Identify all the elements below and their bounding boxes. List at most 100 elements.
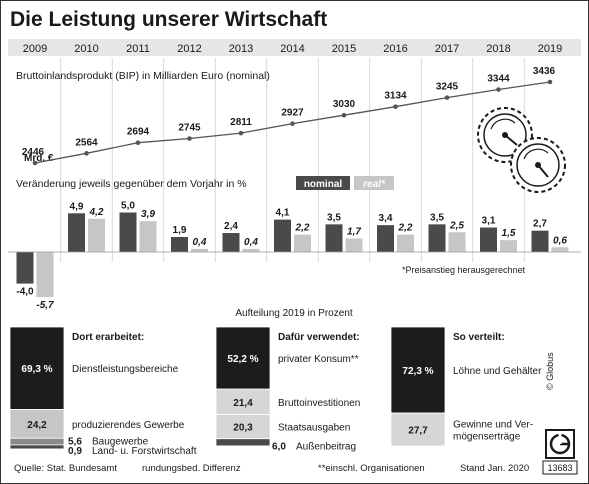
segment-0-2 xyxy=(9,437,65,446)
bar-nominal-2018 xyxy=(480,227,497,252)
globus-logo xyxy=(545,429,575,459)
segment-label-2-1-0: Gewinne und Ver- xyxy=(453,420,533,431)
panel-heading-0: Dort erarbeitet: xyxy=(72,332,144,343)
gears-icon xyxy=(477,107,566,193)
segment-value-1-3: 6,0 xyxy=(272,441,286,452)
segment-label-0-1: produzierendes Gewerbe xyxy=(72,420,185,431)
segment-value-1-1: 21,4 xyxy=(233,398,253,409)
segment-label-2-0: Löhne und Gehälter xyxy=(453,366,542,377)
bar-nominal-2014 xyxy=(274,219,291,252)
segment-0-3 xyxy=(9,444,65,450)
year-band-bg xyxy=(8,39,581,56)
bar-real-2019 xyxy=(551,247,569,252)
segment-2-0 xyxy=(390,326,446,414)
change-title: Veränderung jeweils gegenüber dem Vorjah… xyxy=(16,178,247,190)
bip-value-label-2017: 3245 xyxy=(436,82,459,93)
bip-value-label-2012: 2745 xyxy=(178,123,201,134)
bar-nominal-2010 xyxy=(68,213,85,252)
legend-label-nominal: nominal xyxy=(304,179,343,190)
segment-label-0-3: Land- u. Forstwirtschaft xyxy=(92,446,197,457)
segment-value-2-0: 72,3 % xyxy=(402,366,433,377)
bar-label-nominal-2014: 4,1 xyxy=(276,208,290,219)
segment-1-3 xyxy=(215,438,271,447)
footer-status: Stand Jan. 2020 xyxy=(460,463,529,474)
segment-value-0-0: 69,3 % xyxy=(21,364,52,375)
year-label-2011: 2011 xyxy=(126,43,150,55)
segment-value-1-2: 20,3 xyxy=(233,423,253,434)
year-label-2013: 2013 xyxy=(229,43,253,55)
year-label-2019: 2019 xyxy=(538,43,562,55)
segment-label-1-0: privater Konsum** xyxy=(278,354,359,365)
panel-heading-1: Dafür verwendet: xyxy=(278,332,360,343)
bar-real-2009 xyxy=(36,252,54,298)
bar-label-nominal-2013: 2,4 xyxy=(224,221,238,232)
footer-source: Quelle: Stat. Bundesamt xyxy=(14,463,117,474)
bar-nominal-2017 xyxy=(428,224,446,252)
bip-title: Bruttoinlandsprodukt (BIP) in Milliarden… xyxy=(16,70,270,82)
bar-nominal-2016 xyxy=(377,225,394,252)
bip-point-2009 xyxy=(32,160,38,166)
segment-0-0 xyxy=(9,326,65,410)
bar-real-2012 xyxy=(191,248,208,252)
bip-point-2011 xyxy=(135,140,141,146)
bip-point-2016 xyxy=(393,104,398,110)
bip-point-2012 xyxy=(187,136,192,141)
bar-real-2010 xyxy=(88,218,105,252)
bar-real-2011 xyxy=(139,221,157,252)
bar-real-2018 xyxy=(500,240,517,252)
year-label-2016: 2016 xyxy=(383,43,407,55)
year-band: 2009 2010 2011 2012 2013 2014 2015 2016 2017 2018… xyxy=(8,39,581,262)
bar-label-real-2010: 4,2 xyxy=(89,207,104,218)
bar-label-nominal-2009: -4,0 xyxy=(16,287,34,298)
breakdown-title: Aufteilung 2019 in Prozent xyxy=(235,308,353,319)
segment-1-2 xyxy=(215,414,271,440)
segment-label-0-2: Baugewerbe xyxy=(92,437,149,448)
segment-label-2-1-1: mögenserträge xyxy=(453,432,521,443)
bar-label-real-2014: 2,2 xyxy=(295,223,310,234)
bar-label-nominal-2015: 3,5 xyxy=(327,212,341,223)
bar-label-nominal-2011: 5,0 xyxy=(121,201,135,212)
bip-point-2015 xyxy=(341,112,347,118)
bar-nominal-2009 xyxy=(16,252,34,284)
legend-swatch-nominal xyxy=(296,176,350,190)
bar-nominal-2015 xyxy=(325,224,343,252)
bar-label-real-2018: 1,5 xyxy=(502,228,516,239)
bar-label-real-2012: 0,4 xyxy=(193,237,207,248)
bip-point-2018 xyxy=(496,87,501,92)
segment-label-1-2: Staatsausgaben xyxy=(278,423,350,434)
year-label-2015: 2015 xyxy=(332,43,356,55)
bar-label-nominal-2018: 3,1 xyxy=(482,216,496,227)
bar-label-real-2016: 2,2 xyxy=(398,223,413,234)
bar-label-nominal-2019: 2,7 xyxy=(533,219,547,230)
page-title: Die Leistung unserer Wirtschaft xyxy=(10,8,327,31)
bip-value-label-2016: 3134 xyxy=(384,91,407,102)
bar-real-2014 xyxy=(294,234,311,252)
bar-nominal-2019 xyxy=(531,230,549,252)
copyright-text: © Globus xyxy=(545,352,555,390)
bar-label-nominal-2017: 3,5 xyxy=(430,212,444,223)
bip-value-label-2013: 2811 xyxy=(230,117,252,128)
bar-label-nominal-2010: 4,9 xyxy=(70,201,84,212)
bip-value-label-2018: 3344 xyxy=(487,74,510,85)
bip-value-label-2014: 2927 xyxy=(281,108,304,119)
bip-value-label-2010: 2564 xyxy=(75,137,98,148)
segment-value-2-1: 27,7 xyxy=(408,426,428,437)
segment-value-0-2: 5,6 xyxy=(68,437,82,448)
segment-value-0-3: 0,9 xyxy=(68,446,82,457)
year-label-2014: 2014 xyxy=(280,43,304,55)
footnote-preis: *Preisanstieg herausgerechnet xyxy=(402,265,526,275)
bip-point-2014 xyxy=(290,121,295,126)
bar-label-real-2015: 1,7 xyxy=(347,227,361,238)
bar-nominal-2011 xyxy=(119,212,137,252)
bip-unit-label: Mrd. € xyxy=(24,153,54,164)
growth-bars: -4,0 4,9 5,0 1,9 2,4 4,1 3,5 3,4 3,5 3,1 2,7 -5,7 4,… xyxy=(8,201,581,311)
bip-point-2010 xyxy=(84,151,89,156)
year-label-2017: 2017 xyxy=(435,43,459,55)
segment-value-0-1: 24,2 xyxy=(27,420,47,431)
code-text: 13683 xyxy=(547,463,572,473)
bar-nominal-2012 xyxy=(171,236,188,252)
segment-1-1 xyxy=(215,388,271,415)
bip-line-series: 2446 2564 2694 2745 2811 2927 3030 3134 3245 3344… xyxy=(22,66,556,166)
